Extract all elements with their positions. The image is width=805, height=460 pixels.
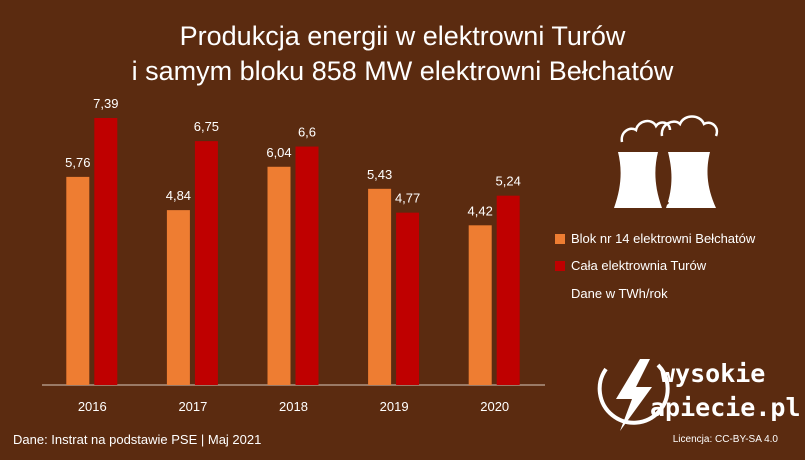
license-note: Licencja: CC-BY-SA 4.0 bbox=[672, 434, 778, 445]
legend-item-turow: Cała elektrownia Turów bbox=[555, 258, 706, 273]
legend-item-belchatow: Blok nr 14 elektrowni Bełchatów bbox=[555, 231, 755, 246]
bar-turow-2017 bbox=[194, 141, 218, 385]
x-tick-label-2020: 2020 bbox=[480, 399, 509, 414]
bar-belchatow-2019 bbox=[368, 188, 392, 385]
bar-belchatow-2017 bbox=[166, 210, 190, 385]
units-note-text: Dane w TWh/rok bbox=[571, 286, 668, 301]
units-note: Dane w TWh/rok bbox=[571, 286, 668, 301]
legend-swatch-turow bbox=[555, 260, 565, 271]
data-label-belchatow-2018: 6,04 bbox=[266, 145, 291, 160]
legend-label-turow: Cała elektrownia Turów bbox=[571, 258, 707, 273]
legend-swatch-belchatow bbox=[555, 233, 565, 244]
legend-label-belchatow: Blok nr 14 elektrowni Bełchatów bbox=[571, 231, 756, 246]
bar-belchatow-2018 bbox=[267, 166, 291, 385]
bar-belchatow-2020 bbox=[468, 225, 492, 385]
chart-title-line2: i samym bloku 858 MW elektrowni Bełcható… bbox=[131, 56, 674, 86]
chart-title-line1: Produkcja energii w elektrowni Turów bbox=[179, 21, 626, 51]
brand-logo: wysokie apiecie.pl bbox=[594, 355, 801, 435]
data-label-belchatow-2016: 5,76 bbox=[65, 155, 90, 170]
x-tick-label-2019: 2019 bbox=[380, 399, 409, 414]
data-label-turow-2018: 6,6 bbox=[298, 125, 316, 140]
bar-turow-2016 bbox=[94, 118, 118, 385]
data-label-turow-2020: 5,24 bbox=[496, 174, 521, 189]
data-label-belchatow-2017: 4,84 bbox=[166, 188, 191, 203]
bar-belchatow-2016 bbox=[66, 176, 90, 385]
data-label-turow-2017: 6,75 bbox=[194, 119, 219, 134]
data-label-turow-2016: 7,39 bbox=[93, 96, 118, 111]
brand-text-line2: apiecie.pl bbox=[650, 393, 801, 422]
brand-text-line1: wysokie bbox=[660, 359, 766, 388]
data-label-belchatow-2020: 4,42 bbox=[468, 203, 493, 218]
source-note: Dane: Instrat na podstawie PSE | Maj 202… bbox=[13, 432, 262, 447]
x-tick-label-2018: 2018 bbox=[279, 399, 308, 414]
data-label-turow-2019: 4,77 bbox=[395, 191, 420, 206]
bar-turow-2020 bbox=[496, 195, 520, 385]
data-label-belchatow-2019: 5,43 bbox=[367, 167, 392, 182]
bar-turow-2019 bbox=[396, 212, 420, 385]
bar-turow-2018 bbox=[295, 146, 319, 385]
x-tick-label-2017: 2017 bbox=[178, 399, 207, 414]
x-tick-label-2016: 2016 bbox=[78, 399, 107, 414]
power-plant-cooling-towers-icon bbox=[614, 115, 719, 208]
brand-emblem-icon bbox=[597, 359, 670, 431]
